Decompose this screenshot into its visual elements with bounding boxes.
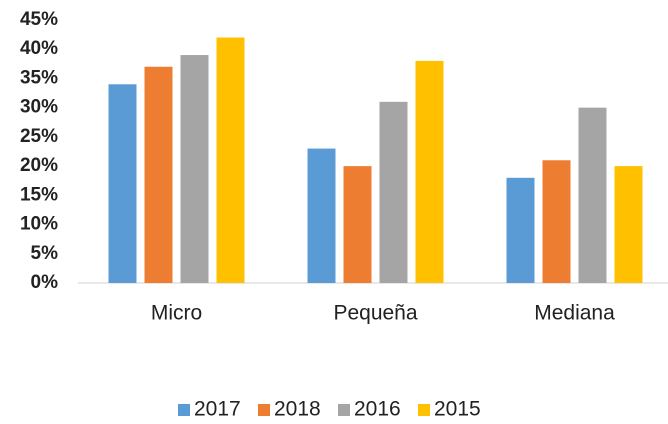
bar (415, 60, 444, 284)
y-tick-label: 40% (20, 38, 58, 59)
legend-label: 2017 (194, 398, 241, 421)
x-tick-label: Mediana (534, 302, 615, 325)
bar (307, 148, 336, 283)
y-tick-label: 10% (20, 214, 58, 235)
legend-label: 2016 (354, 398, 401, 421)
legend-label: 2015 (434, 398, 481, 421)
x-tick-label: Micro (151, 302, 202, 325)
y-tick-label: 35% (20, 67, 58, 88)
y-tick-label: 30% (20, 97, 58, 118)
y-tick-label: 15% (20, 184, 58, 205)
bar (542, 160, 571, 283)
bar (578, 107, 607, 284)
bar (216, 37, 245, 284)
legend-swatch (178, 404, 190, 416)
y-tick-label: 25% (20, 126, 58, 147)
y-tick-label: 0% (31, 272, 59, 293)
legend-swatch (338, 404, 350, 416)
y-tick-label: 20% (20, 155, 58, 176)
bar (108, 84, 137, 284)
bar (614, 166, 643, 283)
bar (144, 66, 173, 283)
x-tick-label: Pequeña (333, 302, 417, 325)
bar (180, 55, 209, 283)
legend-swatch (258, 404, 270, 416)
legend-swatch (418, 404, 430, 416)
y-tick-label: 5% (31, 243, 59, 264)
bar (506, 177, 535, 283)
legend-label: 2018 (274, 398, 321, 421)
y-tick-label: 45% (20, 9, 58, 30)
bar (343, 166, 372, 283)
bar (379, 101, 408, 283)
